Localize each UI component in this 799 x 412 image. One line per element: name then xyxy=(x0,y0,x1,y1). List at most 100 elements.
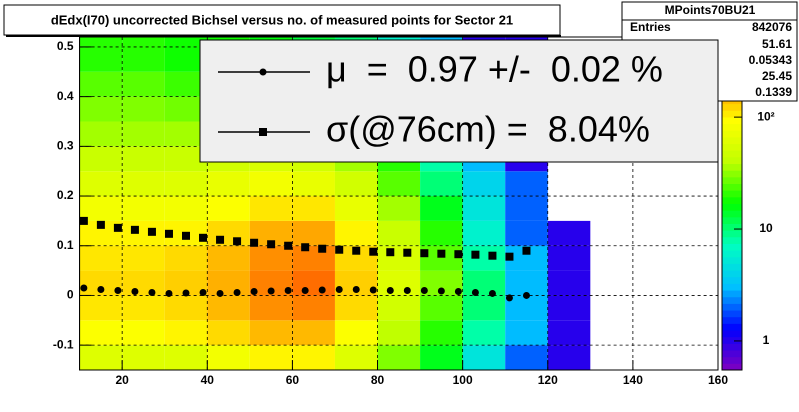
heat-cell xyxy=(377,270,421,296)
data-point xyxy=(420,249,429,258)
x-tick-label: 120 xyxy=(538,373,558,387)
heat-cell xyxy=(207,245,250,271)
palette-swatch xyxy=(722,270,742,278)
y-tick-label: 0.4 xyxy=(57,89,74,103)
title-box xyxy=(3,4,561,36)
palette-swatch xyxy=(722,343,742,351)
palette-swatch xyxy=(722,323,742,331)
palette-swatch xyxy=(722,103,742,111)
heat-cell xyxy=(207,171,250,197)
palette-swatch xyxy=(722,183,742,191)
heat-cell xyxy=(207,345,250,370)
heat-cell xyxy=(420,171,463,197)
y-tick-label: 0.2 xyxy=(57,188,74,202)
palette-swatch xyxy=(722,156,742,165)
data-point xyxy=(250,238,259,247)
heat-cell xyxy=(207,220,250,246)
data-point xyxy=(250,287,258,295)
chart-title: dEdx(I70) uncorrected Bichsel versus no.… xyxy=(51,12,513,27)
palette-swatch xyxy=(722,130,742,138)
heat-cell xyxy=(122,295,165,321)
heat-cell xyxy=(79,171,123,197)
heat-cell xyxy=(164,345,208,370)
y-tick-label: 0.3 xyxy=(57,139,74,153)
palette-swatch xyxy=(722,176,742,185)
data-point xyxy=(182,289,190,297)
heat-cell xyxy=(334,196,378,221)
heat-cell xyxy=(334,320,378,346)
heat-cell xyxy=(292,171,335,197)
stats-value: 25.45 xyxy=(762,69,792,83)
heat-cell xyxy=(122,96,165,122)
data-point xyxy=(437,249,446,258)
data-point xyxy=(182,231,190,240)
heat-cell xyxy=(164,171,208,197)
y-tick-label: 0 xyxy=(67,288,74,302)
heat-cell xyxy=(420,295,463,321)
data-point xyxy=(369,286,377,294)
palette-swatch xyxy=(722,316,742,324)
heat-cell xyxy=(122,37,165,72)
heat-cell xyxy=(79,121,123,147)
data-point xyxy=(216,289,224,297)
palette-swatch xyxy=(722,256,742,264)
palette-swatch xyxy=(722,310,742,318)
palette-swatch xyxy=(722,243,742,251)
heat-cell xyxy=(122,345,165,370)
heat-cell xyxy=(292,345,335,370)
palette-swatch xyxy=(722,290,742,298)
data-point xyxy=(318,244,327,253)
data-point xyxy=(335,245,344,254)
heat-cell xyxy=(79,320,123,346)
legend-marker xyxy=(259,128,267,136)
data-point xyxy=(352,246,361,255)
heat-cell xyxy=(249,345,293,370)
heat-cell xyxy=(79,71,123,97)
legend-marker xyxy=(259,68,267,76)
heat-cell xyxy=(122,171,165,197)
data-point xyxy=(80,284,88,292)
data-point xyxy=(96,220,105,229)
palette-swatch xyxy=(722,196,742,204)
data-point xyxy=(522,291,530,299)
heat-cell xyxy=(334,345,378,370)
heat-cell xyxy=(249,320,293,346)
palette-swatch xyxy=(722,350,742,358)
data-point xyxy=(522,246,531,255)
heat-cell xyxy=(462,245,506,271)
heat-cell xyxy=(292,295,335,321)
palette-swatch xyxy=(722,223,742,231)
palette-swatch xyxy=(722,216,742,224)
heat-cell xyxy=(164,245,208,271)
stats-label: Entries xyxy=(630,20,671,34)
data-point xyxy=(147,227,156,236)
palette-swatch xyxy=(722,163,742,171)
data-point xyxy=(284,286,292,294)
palette-swatch xyxy=(722,236,742,244)
palette-swatch xyxy=(722,276,742,284)
data-point xyxy=(216,235,225,244)
heat-cell xyxy=(122,121,165,147)
data-point xyxy=(420,286,428,294)
y-tick-label: 0.1 xyxy=(57,238,74,252)
stats-value: 0.1339 xyxy=(755,85,792,99)
heat-cell xyxy=(79,96,123,122)
heat-cell xyxy=(505,171,548,197)
data-point xyxy=(386,286,394,294)
heat-cell xyxy=(79,146,123,172)
heat-cell xyxy=(122,245,165,271)
data-point xyxy=(233,237,242,246)
heat-cell xyxy=(547,220,591,246)
palette-swatch xyxy=(722,110,742,118)
heat-cell xyxy=(420,320,463,346)
heat-cell xyxy=(292,220,335,246)
heat-cell xyxy=(377,196,421,221)
data-point xyxy=(267,287,275,295)
heat-cell xyxy=(207,196,250,221)
heat-cell xyxy=(292,196,335,221)
heat-cell xyxy=(547,295,591,321)
palette-swatch xyxy=(722,230,742,238)
palette-swatch xyxy=(722,363,742,371)
heat-cell xyxy=(164,196,208,221)
